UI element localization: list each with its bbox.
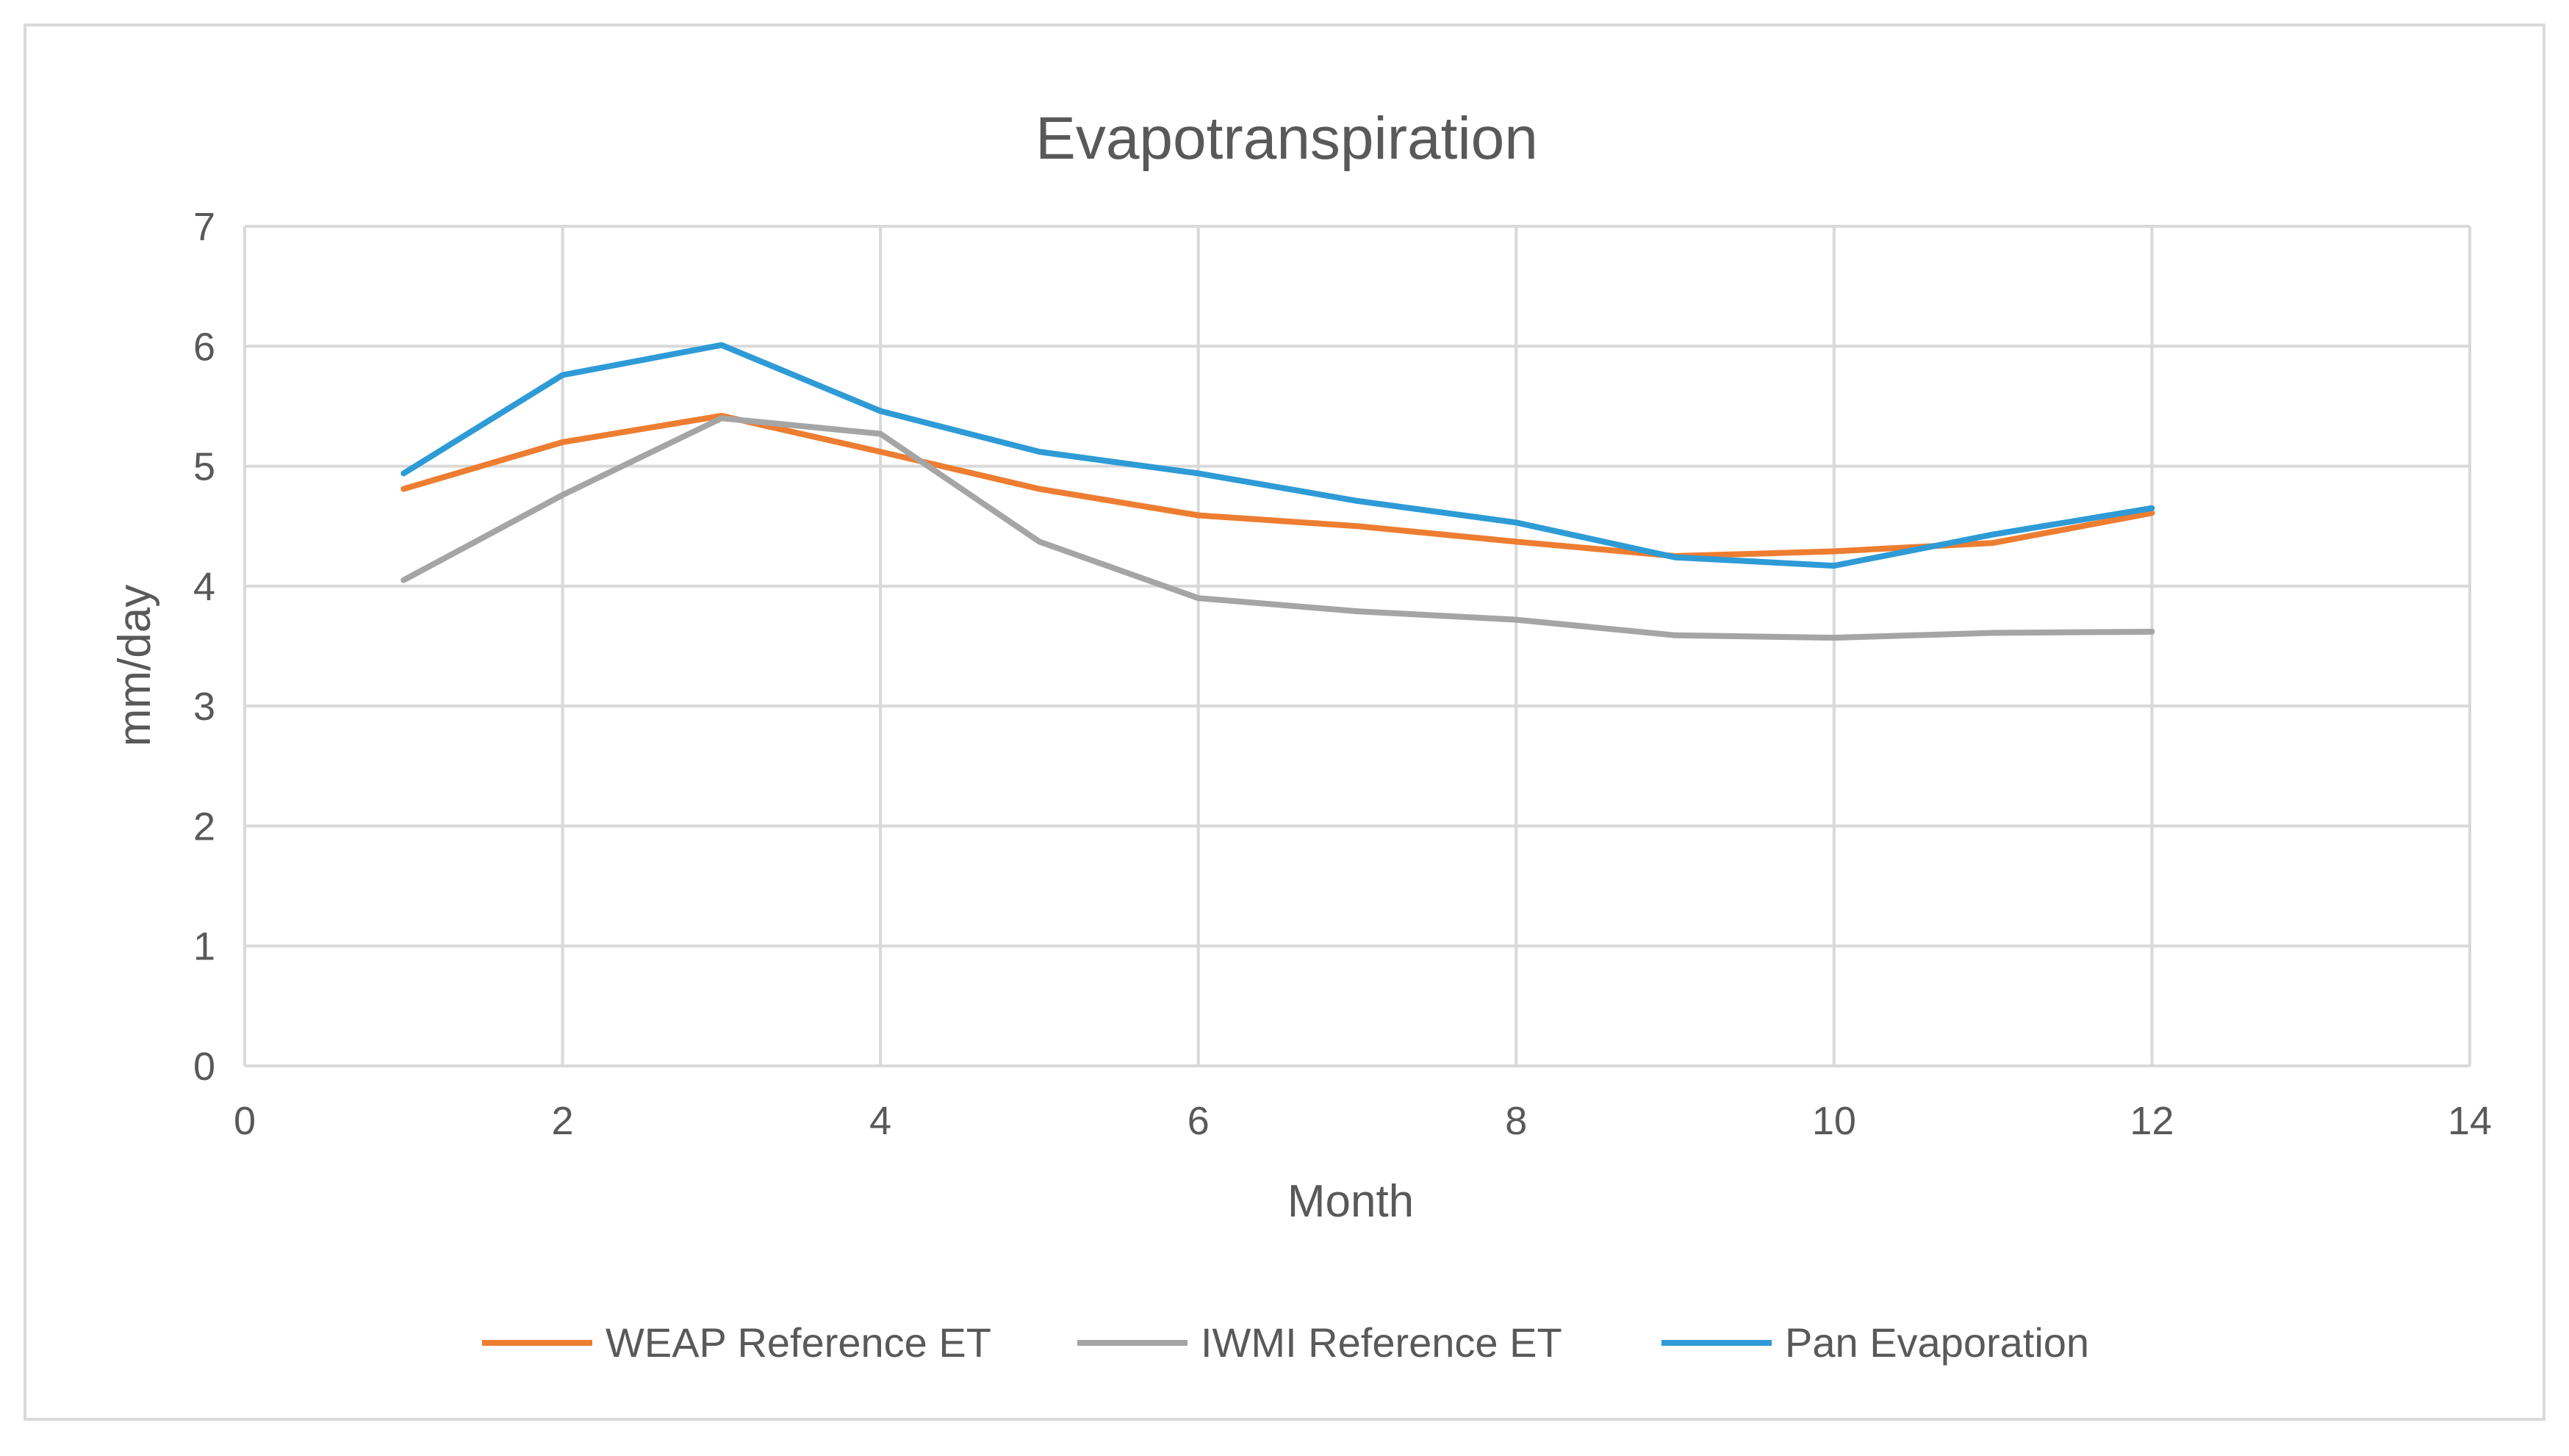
x-tick-label: 0 [234, 1099, 256, 1143]
legend: WEAP Reference ET IWMI Reference ET Pan Ev… [482, 1319, 2089, 1366]
legend-item-3: Pan Evaporation [1661, 1319, 2089, 1366]
x-tick-label: 12 [2130, 1099, 2174, 1143]
y-tick-label: 0 [193, 1045, 215, 1089]
chart-frame: Evapotranspiration 0 1 2 3 4 5 6 7 0 2 4 6 8 10 12 14 M… [24, 24, 2545, 1421]
x-tick-label: 6 [1188, 1099, 1210, 1143]
y-tick-label: 5 [193, 445, 215, 489]
series-layer [400, 342, 2155, 641]
chart-title: Evapotranspiration [1035, 105, 1538, 172]
y-tick-label: 4 [193, 565, 215, 609]
series-line-3 [400, 342, 2155, 569]
y-tick-label: 6 [193, 325, 215, 369]
x-tick-label: 14 [2448, 1099, 2492, 1143]
x-tick-label: 4 [869, 1099, 891, 1143]
legend-label: Pan Evaporation [1785, 1319, 2089, 1366]
y-tick-label: 2 [193, 804, 215, 848]
x-axis-label: Month [1287, 1176, 1414, 1227]
x-tick-label: 8 [1505, 1099, 1527, 1143]
series-line-1 [400, 413, 2155, 559]
legend-label: WEAP Reference ET [606, 1319, 991, 1366]
legend-item-2: IWMI Reference ET [1077, 1319, 1562, 1366]
y-tick-label: 7 [193, 205, 215, 249]
y-tick-label: 1 [193, 925, 215, 969]
x-tick-label: 2 [552, 1099, 574, 1143]
legend-label: IWMI Reference ET [1201, 1319, 1562, 1366]
y-axis-label: mm/day [109, 585, 160, 746]
grid-layer [243, 225, 2471, 1067]
y-tick-label: 3 [193, 685, 215, 729]
series-line-2 [400, 415, 2155, 641]
x-tick-label: 10 [1812, 1099, 1856, 1143]
legend-item-1: WEAP Reference ET [482, 1319, 991, 1366]
